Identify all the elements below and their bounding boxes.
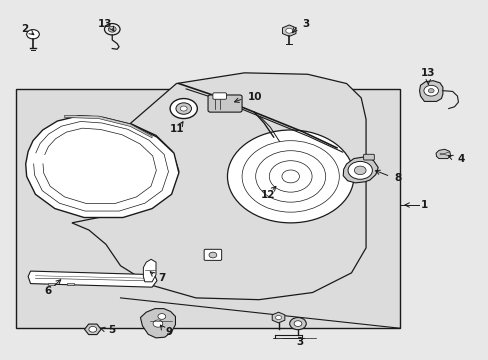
- Circle shape: [427, 89, 433, 93]
- Text: 10: 10: [247, 92, 262, 102]
- FancyBboxPatch shape: [363, 154, 373, 160]
- FancyBboxPatch shape: [47, 283, 55, 285]
- Polygon shape: [143, 259, 156, 282]
- Circle shape: [180, 106, 187, 111]
- Text: 4: 4: [457, 154, 464, 164]
- Text: 13: 13: [98, 19, 112, 29]
- Circle shape: [158, 314, 165, 319]
- Text: 5: 5: [108, 325, 115, 336]
- Polygon shape: [72, 73, 366, 300]
- Circle shape: [153, 320, 163, 327]
- Text: 12: 12: [260, 190, 275, 200]
- Polygon shape: [435, 149, 450, 158]
- Polygon shape: [140, 309, 175, 338]
- Circle shape: [293, 321, 301, 327]
- FancyBboxPatch shape: [203, 249, 221, 260]
- FancyBboxPatch shape: [16, 89, 399, 328]
- Text: 1: 1: [420, 200, 427, 210]
- Circle shape: [208, 252, 216, 258]
- Text: 6: 6: [44, 286, 52, 296]
- FancyBboxPatch shape: [207, 95, 242, 112]
- Circle shape: [289, 318, 305, 330]
- Text: 8: 8: [393, 173, 401, 183]
- Polygon shape: [343, 157, 377, 183]
- Text: 11: 11: [170, 124, 184, 134]
- Polygon shape: [419, 81, 442, 102]
- Circle shape: [354, 166, 366, 175]
- Text: 3: 3: [295, 337, 303, 347]
- Text: 9: 9: [165, 327, 172, 337]
- Circle shape: [27, 30, 39, 39]
- Text: 3: 3: [301, 19, 308, 29]
- Circle shape: [227, 130, 353, 223]
- Polygon shape: [26, 116, 179, 217]
- Circle shape: [285, 28, 292, 33]
- Circle shape: [89, 327, 97, 332]
- Text: 2: 2: [21, 24, 28, 34]
- Text: 13: 13: [420, 68, 435, 78]
- FancyBboxPatch shape: [67, 283, 74, 285]
- Text: 7: 7: [158, 273, 165, 283]
- Polygon shape: [282, 25, 295, 36]
- FancyBboxPatch shape: [212, 93, 226, 99]
- Polygon shape: [28, 271, 157, 287]
- Polygon shape: [64, 115, 152, 138]
- Polygon shape: [272, 312, 285, 323]
- Circle shape: [347, 161, 372, 179]
- Circle shape: [176, 103, 191, 114]
- Circle shape: [275, 315, 281, 320]
- Circle shape: [108, 26, 116, 32]
- Polygon shape: [84, 324, 101, 334]
- Circle shape: [170, 99, 197, 118]
- Circle shape: [423, 85, 438, 96]
